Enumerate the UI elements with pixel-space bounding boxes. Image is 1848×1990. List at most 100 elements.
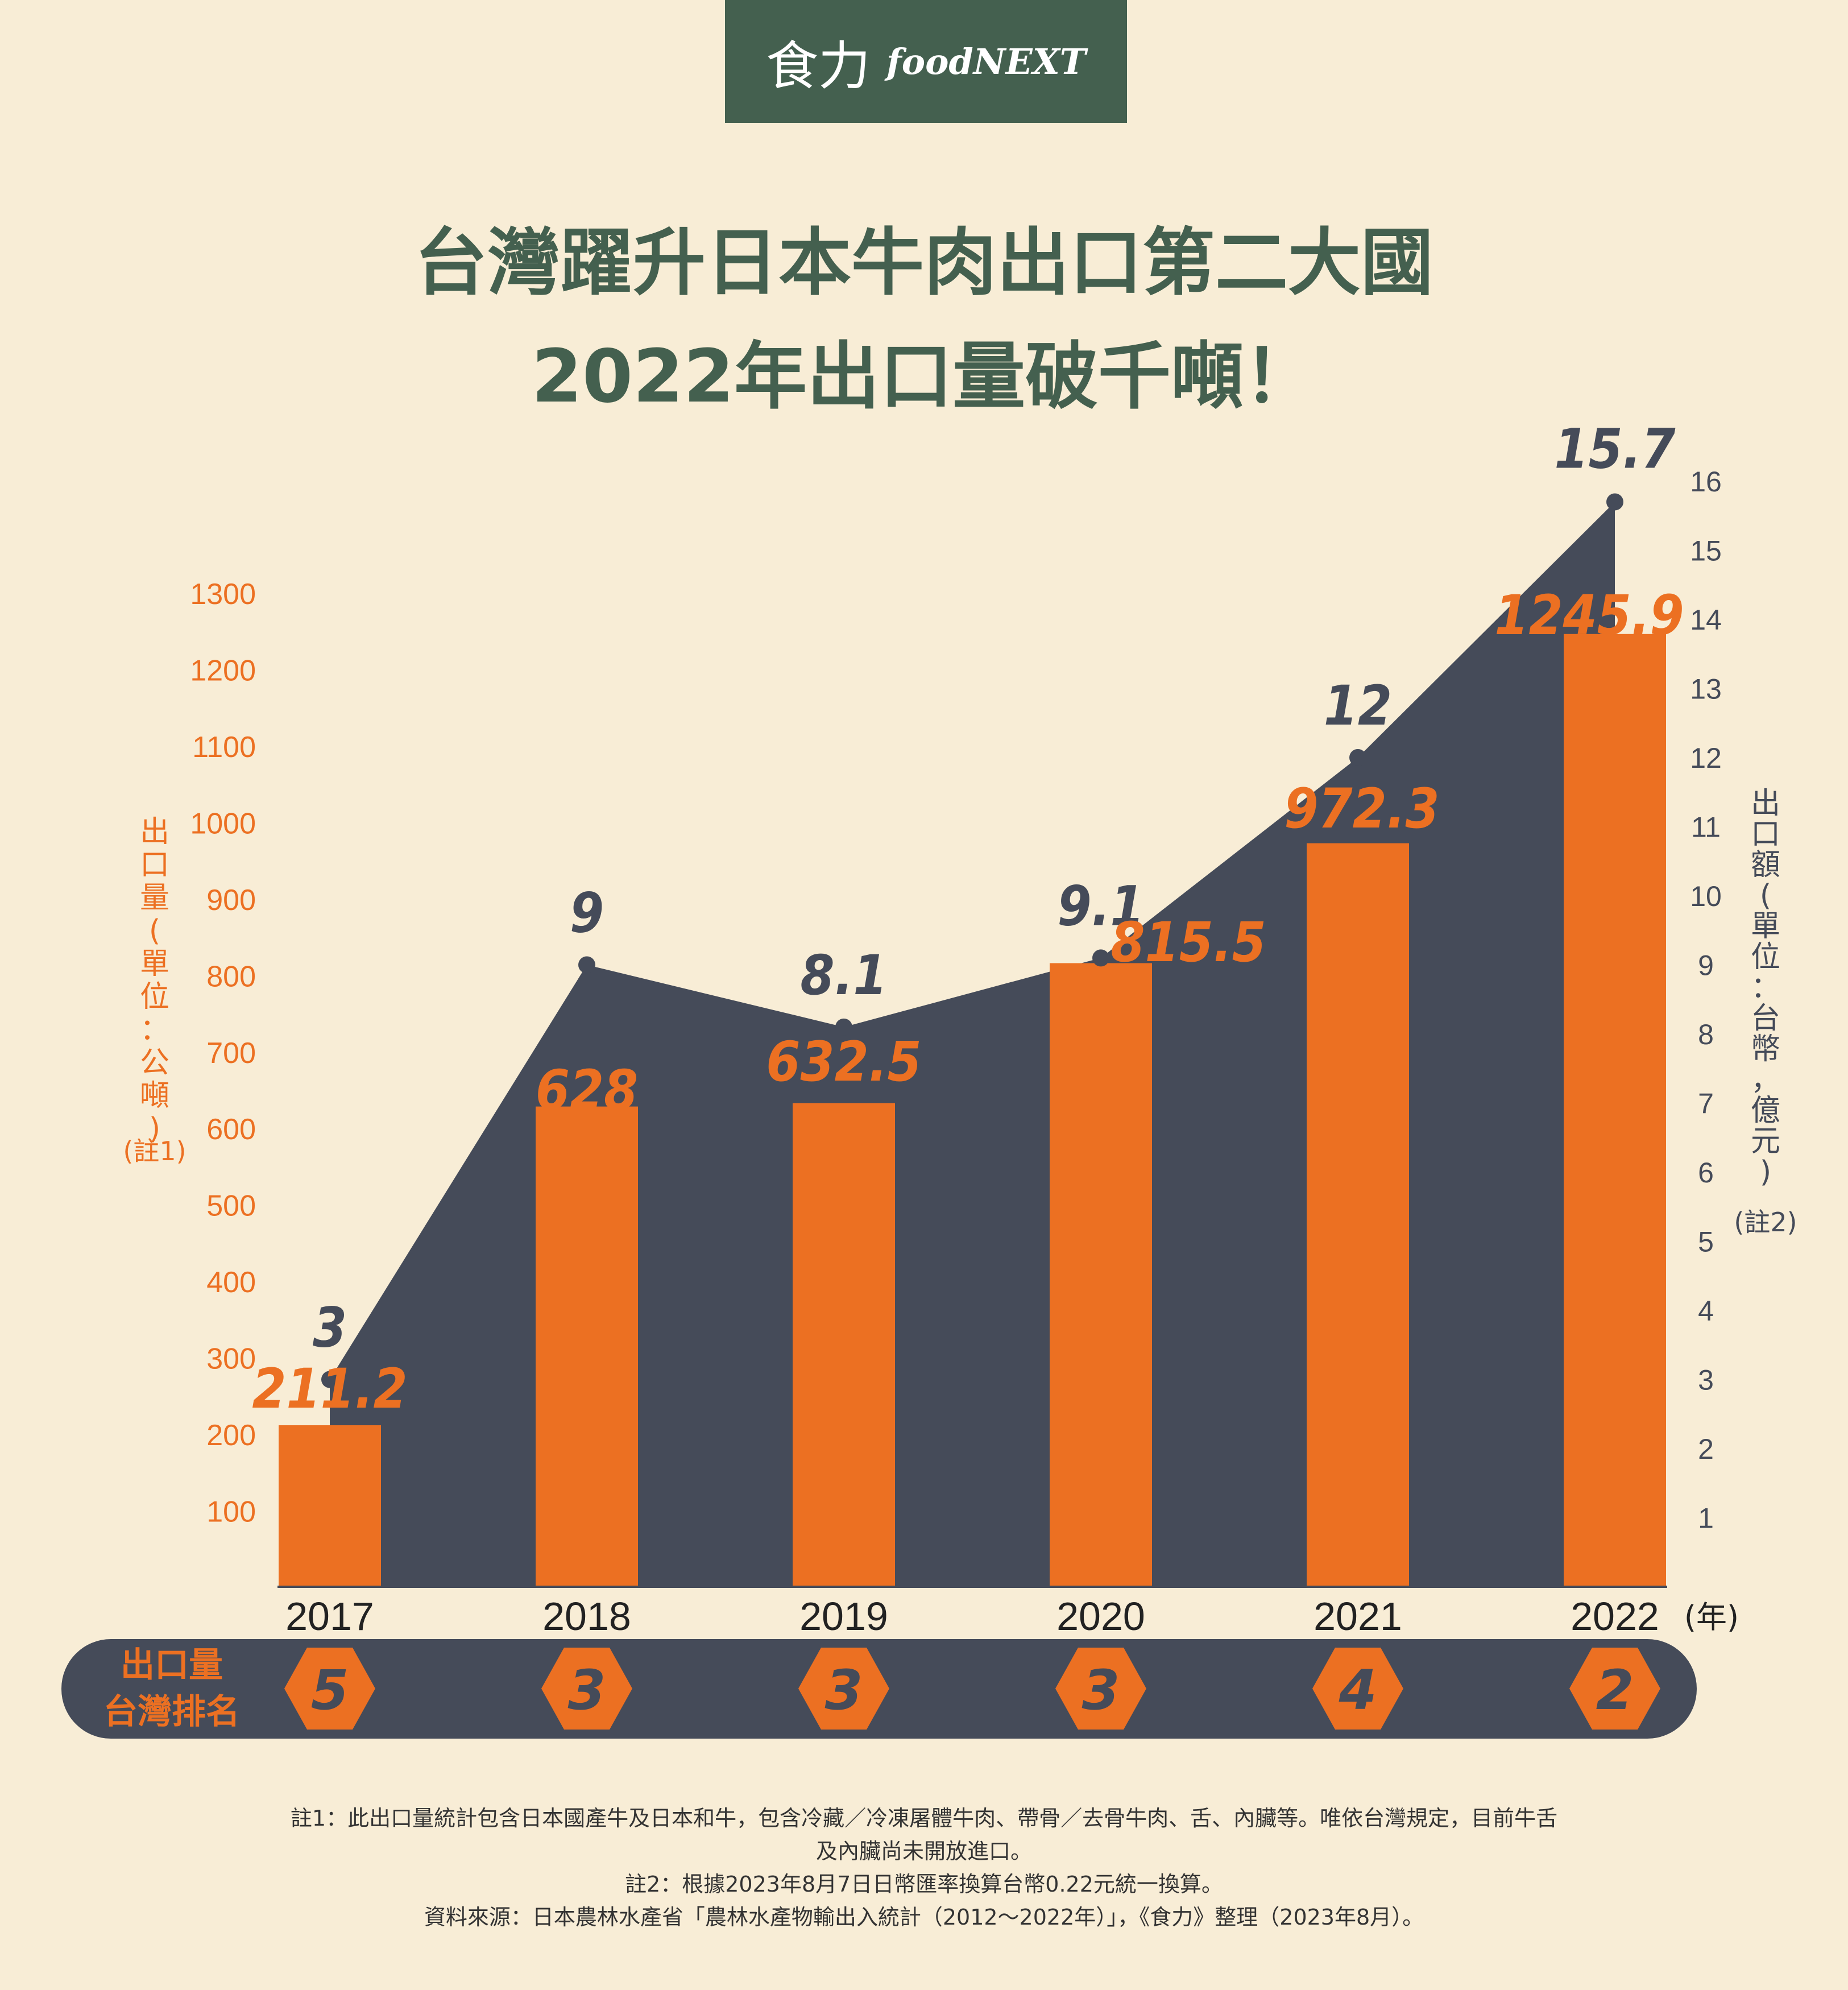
rank-value: 5 [311, 1658, 349, 1722]
chart-subtitle: 2022年出口量破千噸！ [531, 334, 1317, 419]
left-axis-title-char: ) [149, 1112, 160, 1146]
volume-label: 815.5 [1111, 911, 1266, 974]
right-axis-title-char: ， [1751, 1063, 1780, 1097]
right-tick-label: 1 [1698, 1503, 1714, 1534]
x-unit-label: (年) [1684, 1599, 1739, 1635]
rank-hexagon [1055, 1648, 1146, 1730]
right-tick-label: 13 [1690, 673, 1722, 705]
right-axis-title-char: 台 [1751, 1002, 1780, 1036]
rank-hexagon [284, 1648, 375, 1730]
volume-label: 628 [536, 1058, 638, 1122]
x-tick-label: 2018 [542, 1594, 631, 1639]
right-tick-label: 9 [1698, 950, 1714, 982]
volume-bar [536, 1106, 638, 1587]
left-tick-label: 400 [206, 1266, 256, 1299]
left-tick-label: 500 [206, 1190, 256, 1223]
footnote-1a: 註1：此出口量統計包含日本國產牛及日本和牛，包含冷藏／冷凍屠體牛肉、帶骨／去骨牛… [290, 1806, 1558, 1831]
right-tick-label: 16 [1690, 466, 1722, 498]
left-axis-title: 出口量(單位：公噸) [140, 815, 169, 1146]
right-axis-title-char: 口 [1751, 817, 1780, 851]
export-value-area [330, 502, 1615, 1587]
right-tick-label: 6 [1698, 1157, 1714, 1189]
value-point [1606, 493, 1623, 511]
value-point [578, 956, 595, 974]
right-axis-title-char: 單 [1751, 909, 1780, 944]
rank-hexagon [1569, 1648, 1660, 1730]
left-tick-label: 300 [206, 1343, 256, 1376]
x-tick-label: 2022 [1571, 1594, 1659, 1639]
right-axis-title-char: ( [1760, 879, 1771, 913]
left-axis-title-char: 噸 [140, 1079, 169, 1113]
chart-title: 台灣躍升日本牛肉出口第二大國 [414, 221, 1433, 305]
right-tick-label: 7 [1698, 1088, 1714, 1120]
brand-logo: 食力 foodNEXT [725, 0, 1127, 123]
value-label: 9.1 [1058, 874, 1145, 938]
volume-label: 211.2 [252, 1357, 407, 1421]
rank-value: 3 [1082, 1658, 1120, 1722]
left-tick-label: 600 [206, 1113, 256, 1146]
volume-label: 1245.9 [1494, 584, 1684, 647]
right-axis-title-char: 億 [1751, 1094, 1780, 1128]
left-tick-label: 700 [206, 1037, 256, 1070]
footnote-source: 資料來源：日本農林水產省「農林水產物輸出入統計（2012〜2022年）」，《食力… [424, 1905, 1424, 1930]
rank-hexagon [1312, 1648, 1403, 1730]
rank-hexagon [798, 1648, 889, 1730]
left-axis-note: (註1) [123, 1136, 186, 1166]
rank-value: 4 [1339, 1658, 1377, 1722]
value-point [321, 1371, 338, 1388]
right-tick-label: 11 [1691, 812, 1721, 843]
left-axis-title-char: 口 [140, 848, 169, 882]
rank-hexagon [541, 1648, 632, 1730]
brand-name-en: foodNEXT [886, 40, 1086, 82]
right-tick-label: 14 [1690, 604, 1722, 636]
left-tick-label: 1300 [190, 578, 256, 611]
rank-value: 3 [825, 1658, 863, 1722]
right-tick-label: 8 [1698, 1019, 1714, 1050]
x-tick-label: 2019 [799, 1594, 888, 1639]
right-tick-label: 5 [1698, 1226, 1714, 1258]
right-axis-title-char: 元 [1751, 1124, 1780, 1159]
x-tick-label: 2021 [1314, 1594, 1402, 1639]
left-axis-title-char: ( [149, 914, 160, 948]
left-tick-label: 200 [206, 1419, 256, 1452]
right-axis-title-char: 位 [1751, 940, 1780, 974]
left-tick-label: 800 [206, 960, 256, 993]
left-axis-title-char: 出 [140, 815, 169, 849]
right-tick-label: 12 [1690, 742, 1722, 774]
brand-name-zh: 食力 [766, 35, 871, 97]
value-point [1092, 949, 1109, 967]
right-tick-label: 10 [1690, 880, 1722, 912]
right-axis-title-char: ) [1760, 1155, 1771, 1189]
right-axis-title-char: 出 [1751, 787, 1780, 821]
x-tick-label: 2020 [1056, 1594, 1145, 1639]
rank-label-line1: 出口量 [121, 1645, 223, 1685]
right-tick-label: 15 [1690, 535, 1722, 567]
right-axis-title-char: ： [1751, 971, 1780, 1005]
left-axis-title-char: 位 [140, 980, 169, 1014]
footnote-2: 註2：根據2023年8月7日日幣匯率換算台幣0.22元統一換算。 [625, 1872, 1223, 1897]
rank-label-line2: 台灣排名 [103, 1692, 240, 1732]
value-label: 3 [313, 1296, 347, 1360]
value-point [1349, 749, 1366, 766]
left-tick-label: 100 [206, 1496, 256, 1529]
x-tick-label: 2017 [285, 1594, 374, 1639]
right-axis-title-char: 額 [1751, 848, 1780, 882]
volume-label: 972.3 [1284, 777, 1439, 841]
right-axis-title: 出口額(單位：台幣，億元) [1751, 787, 1780, 1189]
footnotes: 註1：此出口量統計包含日本國產牛及日本和牛，包含冷藏／冷凍屠體牛肉、帶骨／去骨牛… [171, 1802, 1677, 1934]
volume-bar [1564, 634, 1666, 1587]
volume-bar [1307, 843, 1409, 1587]
left-tick-label: 1000 [190, 807, 256, 840]
left-axis-title-char: 量 [140, 881, 169, 915]
left-tick-label: 1100 [192, 731, 256, 764]
rank-value: 3 [568, 1658, 606, 1722]
value-label: 9 [570, 882, 604, 945]
right-tick-label: 3 [1698, 1364, 1714, 1396]
right-axis-title-char: 幣 [1751, 1032, 1780, 1066]
value-label: 15.7 [1554, 417, 1675, 481]
volume-label: 632.5 [766, 1030, 921, 1094]
volume-bar [1050, 963, 1152, 1587]
value-label: 8.1 [801, 944, 888, 1007]
right-tick-label: 4 [1698, 1295, 1714, 1327]
volume-bar [279, 1425, 381, 1587]
